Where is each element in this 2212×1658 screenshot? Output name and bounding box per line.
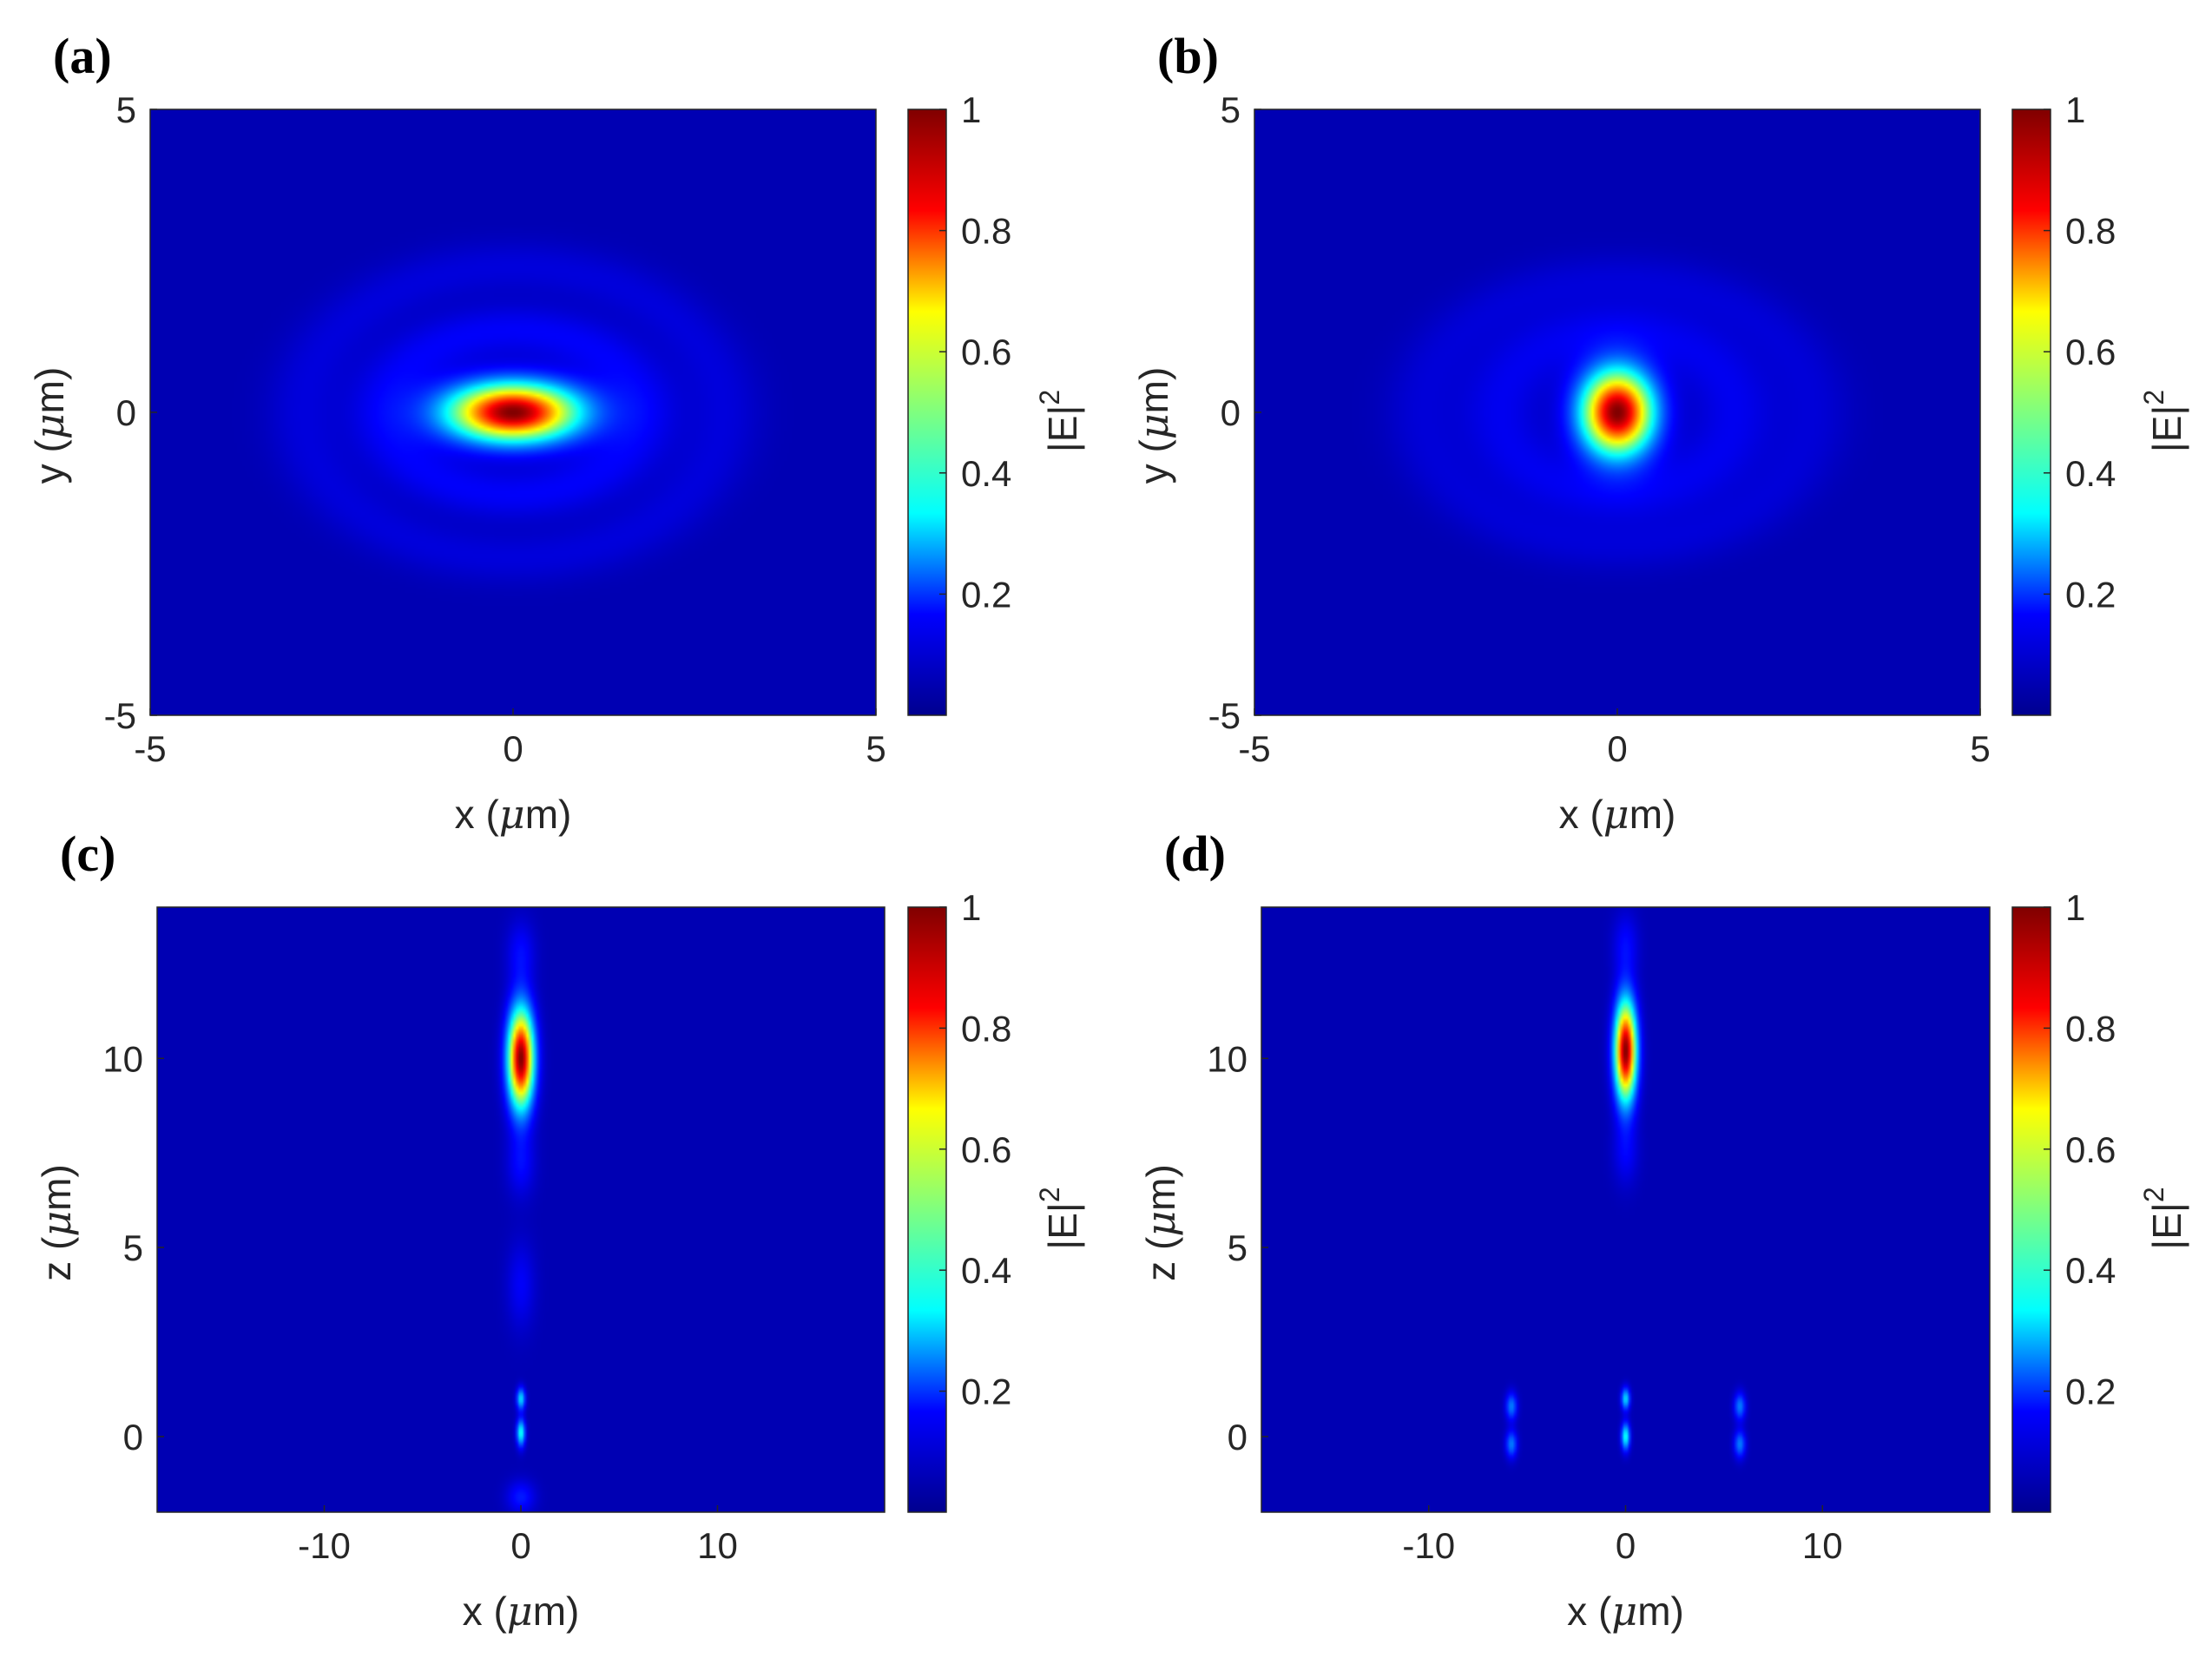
colorbar-label: |E|2 [1034, 390, 1085, 452]
colorbar-tick-label: 1 [961, 89, 981, 130]
panel-label: (d) [1164, 826, 1226, 882]
colorbar-gradient [907, 109, 947, 716]
y-tick-label: -5 [1208, 695, 1241, 736]
colorbar-tick-label: 0.6 [2065, 332, 2116, 372]
panel-label: (c) [60, 826, 115, 882]
intensity-map [157, 907, 885, 1512]
y-tick-label: 0 [1221, 392, 1241, 433]
y-tick-label: 5 [116, 89, 136, 130]
panel-label: (a) [53, 28, 112, 84]
y-tick-label: 5 [1221, 89, 1241, 130]
colorbar-tick-label: 0.2 [2065, 1372, 2116, 1412]
x-tick-label: -10 [298, 1525, 351, 1566]
y-axis-label: z (μm) [33, 1164, 80, 1281]
x-tick-label: -5 [134, 728, 166, 769]
colorbar-label: |E|2 [2138, 1187, 2189, 1249]
colorbar-gradient [2011, 906, 2051, 1513]
x-tick-label: 10 [1802, 1525, 1843, 1566]
colorbar-tick-label: 0.4 [961, 1250, 1011, 1291]
colorbar-label: |E|2 [2138, 390, 2189, 452]
colorbar-tick-label: 0.6 [961, 1129, 1011, 1170]
x-tick-label: 0 [1607, 728, 1627, 769]
colorbar-tick-label: 0.4 [2065, 1250, 2116, 1291]
x-tick-label: 0 [503, 728, 523, 769]
intensity-map [150, 109, 876, 715]
colorbar-tick-label: 1 [961, 887, 981, 928]
x-axis-label: x (μm) [1559, 791, 1676, 838]
x-tick-label: 0 [1616, 1525, 1636, 1566]
y-axis-label: y (μm) [1130, 367, 1177, 484]
colorbar-tick-label: 0.2 [2065, 574, 2116, 615]
y-tick-label: -5 [104, 695, 136, 736]
x-tick-label: -5 [1238, 728, 1270, 769]
colorbar: 0.2 0.4 0.6 0.8 1 |E|2 [2011, 887, 2189, 1513]
colorbar-label: |E|2 [1034, 1187, 1085, 1249]
colorbar-tick-label: 0.8 [961, 1008, 1011, 1049]
colorbar-gradient [907, 906, 947, 1513]
y-tick-label: 10 [102, 1038, 143, 1079]
panel-a: (a) -5 0 5 -5 0 5 x (μm) y (μm) 0.2 0.4 0.6 0.8 1 |E|2 [26, 28, 1085, 838]
x-axis-label: x (μm) [455, 791, 572, 838]
colorbar-tick-label: 1 [2065, 887, 2085, 928]
colorbar-tick-label: 0.4 [2065, 453, 2116, 494]
x-tick-label: 0 [510, 1525, 530, 1566]
colorbar-tick-label: 0.8 [2065, 1008, 2116, 1049]
x-tick-label: 5 [1970, 728, 1990, 769]
panel-c: (c) -10 0 10 0 5 10 x (μm) z (μm) 0.2 0.4 0.6 0.8 1 |E… [33, 826, 1085, 1635]
y-tick-label: 0 [116, 392, 136, 433]
colorbar-tick-label: 0.4 [961, 453, 1011, 494]
colorbar-tick-label: 1 [2065, 89, 2085, 130]
y-tick-label: 10 [1207, 1038, 1248, 1079]
y-tick-label: 5 [1228, 1227, 1248, 1268]
colorbar-tick-label: 0.8 [961, 211, 1011, 252]
x-tick-label: -10 [1402, 1525, 1455, 1566]
panel-b: (b) -5 0 5 -5 0 5 x (μm) y (μm) 0.2 0.4 0.6 0.8 1 |E|2 [1130, 28, 2189, 838]
colorbar: 0.2 0.4 0.6 0.8 1 |E|2 [907, 89, 1085, 716]
panel-label: (b) [1157, 28, 1219, 84]
x-axis-label: x (μm) [1567, 1588, 1684, 1635]
colorbar: 0.2 0.4 0.6 0.8 1 |E|2 [2011, 89, 2189, 716]
intensity-map [1261, 907, 1990, 1512]
intensity-map [1254, 109, 1980, 715]
x-axis-label: x (μm) [463, 1588, 580, 1635]
y-tick-label: 5 [123, 1227, 143, 1268]
colorbar-tick-label: 0.2 [961, 1372, 1011, 1412]
colorbar-tick-label: 0.6 [2065, 1129, 2116, 1170]
panel-d: (d) -10 0 10 0 5 10 x (μm) z (μm) 0.2 0.4 0.6 0.8 1 |E… [1137, 826, 2189, 1635]
y-axis-label: z (μm) [1137, 1164, 1184, 1281]
y-axis-label: y (μm) [26, 367, 73, 484]
x-tick-label: 5 [866, 728, 885, 769]
x-tick-label: 10 [697, 1525, 738, 1566]
colorbar: 0.2 0.4 0.6 0.8 1 |E|2 [907, 887, 1085, 1513]
colorbar-tick-label: 0.8 [2065, 211, 2116, 252]
y-tick-label: 0 [123, 1417, 143, 1457]
y-tick-label: 0 [1228, 1417, 1248, 1457]
colorbar-tick-label: 0.2 [961, 574, 1011, 615]
colorbar-gradient [2011, 109, 2051, 716]
colorbar-tick-label: 0.6 [961, 332, 1011, 372]
